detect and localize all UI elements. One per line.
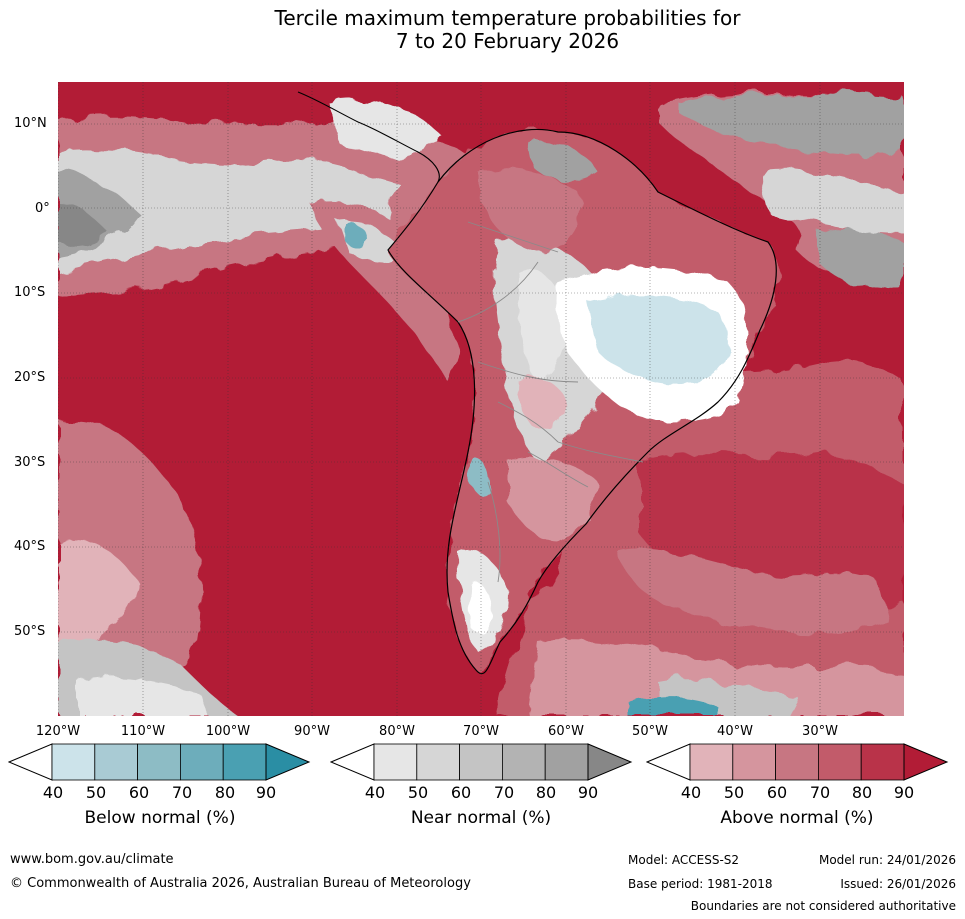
boundaries-disclaimer: Boundaries are not considered authoritat… (690, 899, 956, 913)
lon-label-30w: 30°W (802, 724, 838, 739)
below-colorbar-segment (94, 743, 139, 781)
above-tick-60: 60 (766, 783, 788, 802)
near-tick-90: 90 (577, 783, 599, 802)
lon-label-50w: 50°W (632, 724, 668, 739)
lon-label-100w: 100°W (205, 724, 251, 739)
above-tick-70: 70 (809, 783, 831, 802)
lon-label-90w: 90°W (294, 724, 330, 739)
central-america-coast (297, 91, 440, 183)
lon-label-120w: 120°W (35, 724, 81, 739)
lat-label-0: 0° (35, 201, 50, 216)
lat-label-10s: 10°S (14, 285, 46, 300)
below-tick-80: 80 (214, 783, 236, 802)
lon-label-80w: 80°W (379, 724, 415, 739)
near-colorbar-segment (459, 743, 503, 781)
above-tick-90: 90 (893, 783, 915, 802)
above-colorbar-segment (775, 743, 819, 781)
above-tick-80: 80 (851, 783, 873, 802)
lat-label-10n: 10°N (14, 116, 47, 131)
near-colorbar-segment (416, 743, 461, 781)
lon-label-70w: 70°W (463, 724, 499, 739)
below-colorbar-segment (51, 743, 96, 781)
near-colorbar-segment (544, 743, 589, 781)
below-normal-title: Below normal (%) (84, 808, 236, 828)
model-run: Model run: 24/01/2026 (818, 853, 956, 867)
below-tick-90: 90 (255, 783, 277, 802)
below-colorbar-segment (179, 743, 224, 781)
lon-label-40w: 40°W (717, 724, 753, 739)
lon-label-110w: 110°W (120, 724, 166, 739)
copyright: © Commonwealth of Australia 2026, Austra… (10, 876, 471, 891)
above-normal-title: Above normal (%) (720, 808, 874, 828)
near-normal-title: Near normal (%) (410, 808, 552, 828)
near-tick-40: 40 (364, 783, 386, 802)
colorbar-below (8, 743, 311, 781)
above-tick-40: 40 (680, 783, 702, 802)
lon-label-60w: 60°W (548, 724, 584, 739)
above-colorbar-segment (689, 743, 734, 781)
below-tick-50: 50 (85, 783, 107, 802)
lat-label-40s: 40°S (14, 539, 46, 554)
lat-label-30s: 30°S (14, 455, 46, 470)
below-tick-70: 70 (171, 783, 193, 802)
near-tick-70: 70 (493, 783, 515, 802)
near-colorbar-segment (373, 743, 418, 781)
near-colorbar-segment (501, 743, 546, 781)
map-title-line2: 7 to 20 February 2026 (395, 29, 620, 53)
coastline (387, 128, 777, 675)
colorbar-near (330, 743, 633, 781)
colorbar-above (646, 743, 949, 781)
lat-label-50s: 50°S (14, 624, 46, 639)
above-tick-50: 50 (723, 783, 745, 802)
below-tick-40: 40 (42, 783, 64, 802)
probability-map (58, 82, 904, 716)
below-normal-patch (346, 222, 368, 249)
issued-date: Issued: 26/01/2026 (840, 877, 956, 891)
bom-url[interactable]: www.bom.gov.au/climate (10, 852, 174, 867)
base-period: Base period: 1981-2018 (628, 877, 773, 891)
below-colorbar-segment (137, 743, 181, 781)
near-tick-80: 80 (535, 783, 557, 802)
near-tick-60: 60 (450, 783, 472, 802)
near-tick-50: 50 (407, 783, 429, 802)
lat-label-20s: 20°S (14, 370, 46, 385)
model-name: Model: ACCESS-S2 (628, 853, 740, 867)
map-title-line1: Tercile maximum temperature probabilitie… (274, 6, 741, 30)
below-colorbar-segment (222, 743, 267, 781)
above-colorbar-segment (860, 743, 905, 781)
above-colorbar-segment (817, 743, 862, 781)
above-colorbar-segment (732, 743, 777, 781)
below-tick-60: 60 (128, 783, 150, 802)
